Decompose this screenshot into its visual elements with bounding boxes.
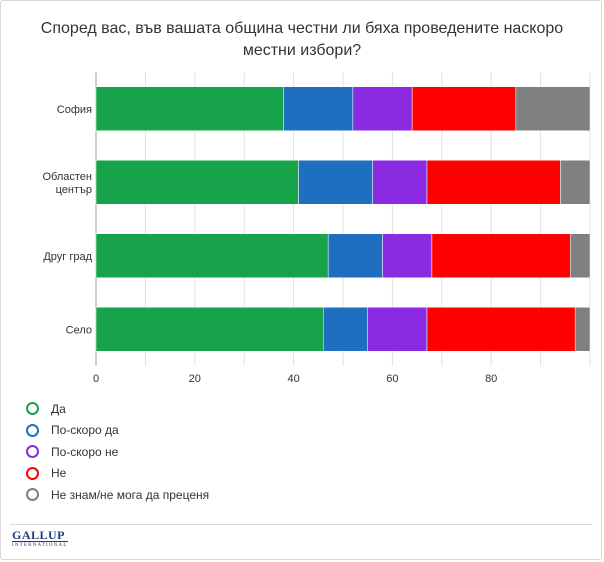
legend-marker-icon <box>26 423 39 437</box>
gallup-logo: GALLUP INTERNATIONAL <box>12 529 68 548</box>
bar-segment <box>426 307 576 352</box>
footer-divider <box>10 524 592 525</box>
legend: Да По-скоро да По-скоро не Не Не знам/не мог… <box>26 398 426 506</box>
bar-segment <box>95 307 324 352</box>
legend-label: Не знам/не мога да преценя <box>51 487 210 502</box>
x-tick-label: 40 <box>287 373 299 385</box>
x-tick-label: 60 <box>386 373 398 385</box>
x-tick-label: 20 <box>189 373 201 385</box>
bar-segment <box>560 160 591 205</box>
legend-item[interactable]: Не <box>26 463 426 485</box>
legend-item[interactable]: Да <box>26 398 426 420</box>
bar-segment <box>327 233 383 278</box>
bar-segment <box>411 86 517 131</box>
bar-segment <box>95 86 284 131</box>
bar-segment <box>322 307 368 352</box>
legend-item[interactable]: По-скоро да <box>26 420 426 442</box>
bar-segment <box>574 307 591 352</box>
category-label: Село <box>66 324 92 336</box>
legend-marker-icon <box>26 466 39 480</box>
bar-segment <box>431 233 571 278</box>
bar-segment <box>569 233 591 278</box>
category-label: София <box>57 104 92 116</box>
bar-segment <box>367 307 428 352</box>
legend-item[interactable]: По-скоро не <box>26 441 426 463</box>
legend-marker-icon <box>26 402 39 416</box>
logo-sub-text: INTERNATIONAL <box>12 543 68 548</box>
legend-label: По-скоро да <box>51 423 119 438</box>
legend-label: Не <box>51 466 67 481</box>
x-tick-label: 80 <box>485 373 497 385</box>
logo-main-text: GALLUP <box>12 529 68 542</box>
x-tick-label: 0 <box>93 373 99 385</box>
bar-segment <box>95 233 329 278</box>
legend-item[interactable]: Не знам/не мога да преценя <box>26 484 426 506</box>
chart-title: Според вас, във вашата община честни ли … <box>40 20 564 59</box>
bar-segment <box>372 160 428 205</box>
bar-segment <box>298 160 373 205</box>
bar-segment <box>95 160 299 205</box>
legend-marker-icon <box>26 445 39 459</box>
category-label: Областен <box>42 171 92 183</box>
bar-segment <box>426 160 561 205</box>
bar-segment <box>515 86 591 131</box>
category-label: Друг град <box>43 251 92 263</box>
legend-label: По-скоро не <box>51 444 119 459</box>
legend-marker-icon <box>26 488 39 502</box>
bar-segment <box>382 233 433 278</box>
category-label: център <box>56 184 92 196</box>
bar-segment <box>352 86 413 131</box>
bar-segment <box>283 86 354 131</box>
legend-label: Да <box>51 401 66 416</box>
